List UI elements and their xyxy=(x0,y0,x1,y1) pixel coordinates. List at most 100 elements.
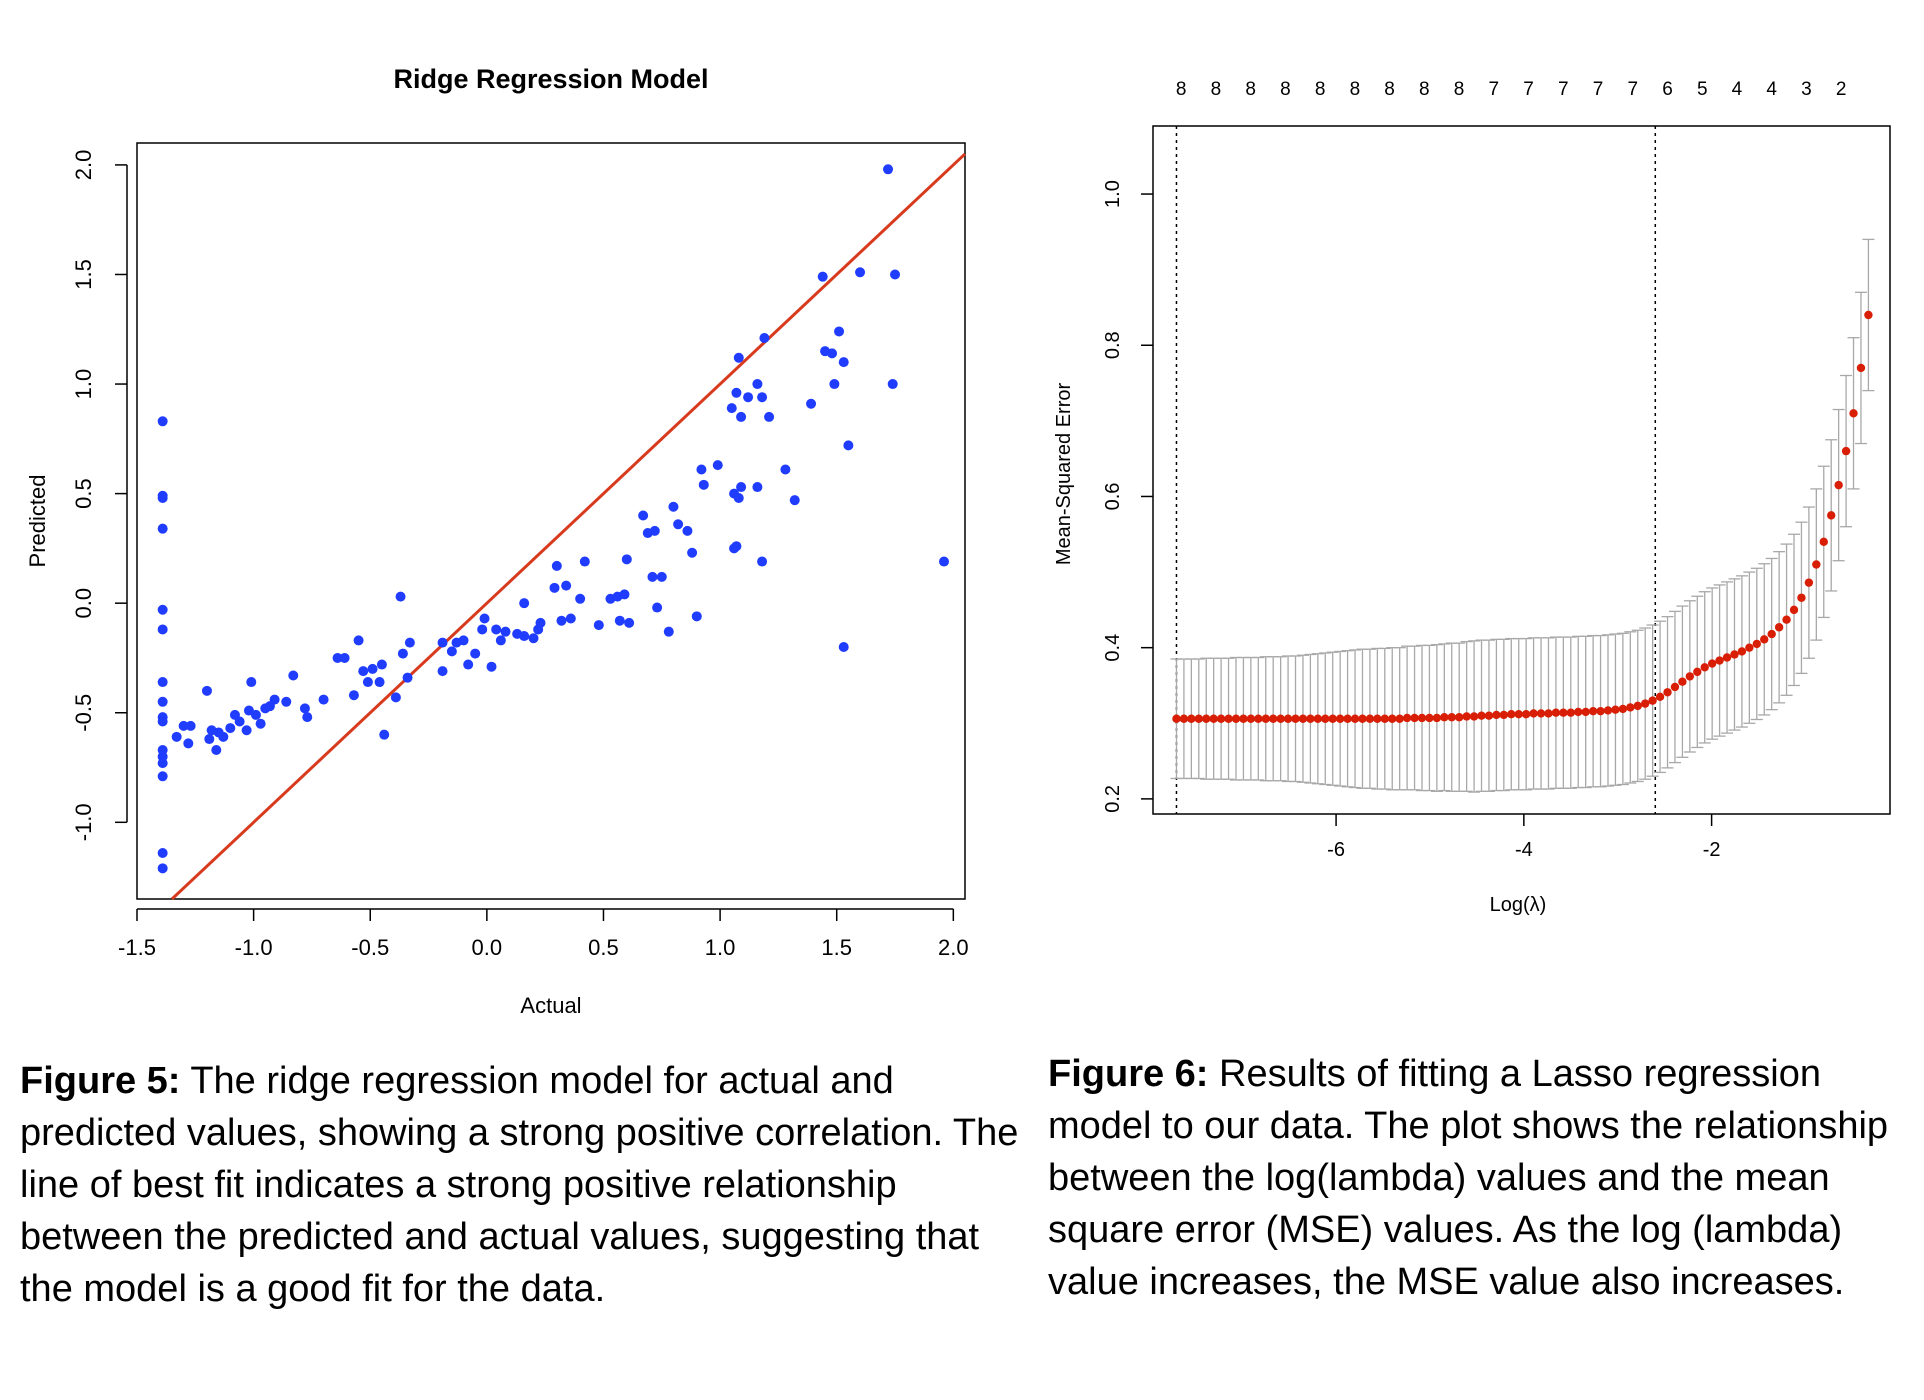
top-axis-label: 7 xyxy=(1627,79,1638,100)
data-point xyxy=(299,703,310,714)
data-point xyxy=(479,613,490,624)
y-axis-label: Predicted xyxy=(25,475,50,568)
x-tick-label: -2 xyxy=(1703,839,1721,861)
mse-point xyxy=(1216,714,1226,723)
data-point xyxy=(446,646,457,657)
x-axis-label: Actual xyxy=(520,993,581,1018)
data-point xyxy=(463,659,474,670)
data-point xyxy=(178,720,189,731)
mse-point xyxy=(1380,714,1389,723)
data-point xyxy=(834,326,845,337)
chart-title: Ridge Regression Model xyxy=(393,64,708,94)
mse-point xyxy=(1722,653,1732,662)
mse-point xyxy=(1462,712,1471,721)
mse-point xyxy=(1261,714,1270,723)
figure-6-label: Figure 6: xyxy=(1048,1053,1209,1095)
data-point xyxy=(528,633,539,644)
mse-point xyxy=(1254,714,1263,723)
data-point xyxy=(183,738,194,749)
mse-point xyxy=(1559,708,1568,717)
x-axis: -1.5 -1.0 -0.5 0.0 0.5 1.0 1.5 2.0 xyxy=(118,908,969,960)
mse-point xyxy=(1194,714,1203,723)
y-tick-label: 0.2 xyxy=(1102,785,1124,813)
x-axis: -6 -4 -2 xyxy=(1327,814,1721,861)
data-point xyxy=(838,357,849,368)
data-point xyxy=(470,648,481,659)
data-point xyxy=(157,696,168,707)
data-point xyxy=(157,604,168,615)
x-tick-label: 1.0 xyxy=(705,935,736,960)
mse-point xyxy=(1655,692,1665,702)
data-point xyxy=(302,712,313,723)
mse-point xyxy=(1752,639,1762,649)
x-tick-label: 1.5 xyxy=(821,935,852,960)
top-axis-label: 2 xyxy=(1836,79,1847,100)
mse-point xyxy=(1306,714,1315,723)
data-point xyxy=(733,352,744,363)
data-point xyxy=(752,482,763,493)
top-axis-label: 8 xyxy=(1245,79,1256,100)
figure-6-caption: Figure 6: Results of fitting a Lasso reg… xyxy=(1048,1048,1908,1308)
top-axis-label: 8 xyxy=(1419,79,1430,100)
y-tick-label: 1.0 xyxy=(1102,180,1124,208)
x-tick-label: -0.5 xyxy=(351,935,389,960)
data-point xyxy=(736,482,747,493)
data-point xyxy=(353,635,364,646)
mse-point xyxy=(1402,713,1412,723)
mse-point xyxy=(1626,703,1635,712)
data-point xyxy=(624,617,635,628)
mse-point xyxy=(1521,710,1531,719)
data-point xyxy=(682,525,693,536)
data-point xyxy=(500,626,511,637)
data-point xyxy=(255,718,266,729)
data-point xyxy=(362,677,373,688)
mse-point xyxy=(1670,682,1680,692)
data-point xyxy=(376,659,387,670)
data-point xyxy=(204,734,215,745)
data-point xyxy=(201,685,212,696)
plot-frame xyxy=(136,142,966,900)
data-point xyxy=(157,716,168,727)
mse-point xyxy=(1774,623,1784,632)
top-axis-nonzero-counts: 8 8 8 8 8 8 8 8 8 7 7 7 7 7 6 5 4 4 3 2 xyxy=(1176,79,1847,100)
mse-point xyxy=(1358,714,1367,723)
data-point xyxy=(656,571,667,582)
mse-point xyxy=(1477,711,1486,720)
data-point xyxy=(565,613,576,624)
data-point xyxy=(668,501,679,512)
top-axis-label: 4 xyxy=(1766,79,1777,100)
data-point xyxy=(726,403,737,414)
y-tick-label: 0.5 xyxy=(71,478,96,509)
mse-point xyxy=(1209,714,1218,723)
data-point xyxy=(185,720,196,731)
mse-point xyxy=(1737,647,1747,656)
mse-point xyxy=(1388,714,1397,723)
mse-point xyxy=(1454,713,1464,722)
mse-point xyxy=(1172,714,1181,723)
mse-point xyxy=(1328,714,1337,723)
data-point xyxy=(218,731,229,742)
top-axis-label: 3 xyxy=(1801,79,1812,100)
mse-point xyxy=(1633,701,1642,711)
mse-point xyxy=(1641,699,1650,708)
mse-point xyxy=(1492,710,1501,720)
y-axis: 0.2 0.4 0.6 0.8 1.0 xyxy=(1102,180,1153,813)
y-tick-label: 1.5 xyxy=(71,259,96,290)
data-point xyxy=(736,411,747,422)
mse-point xyxy=(1283,714,1293,723)
mse-point xyxy=(1611,705,1620,714)
mse-point xyxy=(1321,714,1330,723)
mse-point xyxy=(1730,650,1739,659)
figure-5-text: The ridge regression model for actual an… xyxy=(20,1060,1019,1310)
y-axis-label: Mean-Squared Error xyxy=(1053,383,1075,566)
y-tick-label: -1.0 xyxy=(71,803,96,841)
x-tick-label: 2.0 xyxy=(938,935,969,960)
data-point xyxy=(855,267,866,278)
data-point xyxy=(171,731,182,742)
data-point xyxy=(663,626,674,637)
mse-point xyxy=(1231,714,1241,723)
data-point xyxy=(486,661,497,672)
mse-point xyxy=(1760,635,1769,644)
data-point xyxy=(157,492,168,503)
x-axis-label: Log(λ) xyxy=(1490,894,1547,916)
